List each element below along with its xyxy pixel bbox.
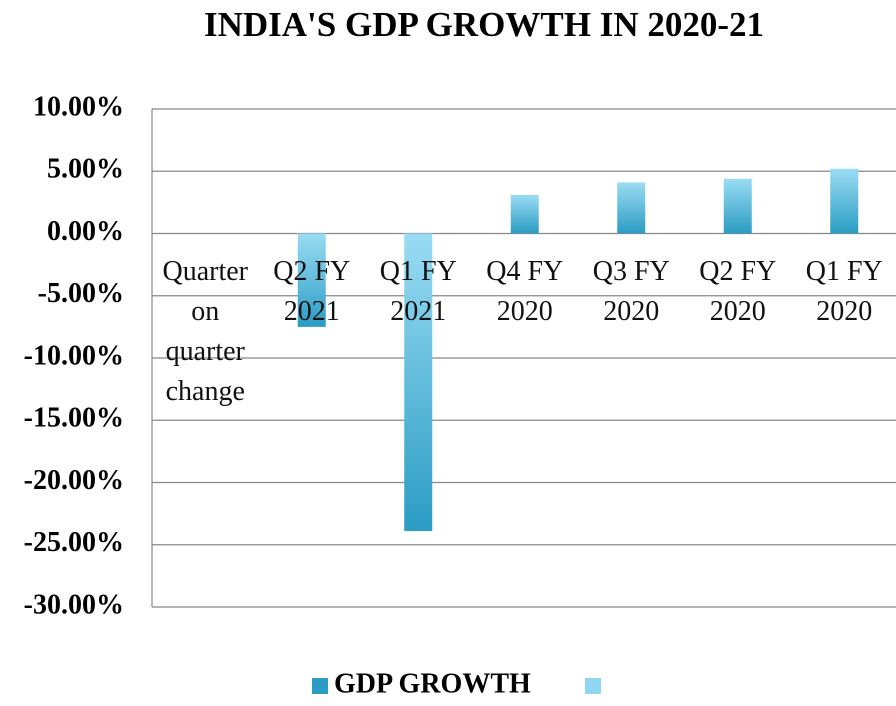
legend-label: GDP GROWTH bbox=[334, 668, 531, 699]
x-tick-label: Q1 FY 2020 bbox=[805, 256, 883, 327]
bar bbox=[297, 233, 326, 327]
y-tick-label: -30.00% bbox=[24, 589, 124, 620]
bar bbox=[510, 194, 539, 234]
y-tick-label: 5.00% bbox=[47, 154, 124, 185]
x-tick-label: Q2 FY 2020 bbox=[699, 256, 777, 327]
x-tick-label: Q2 FY 2021 bbox=[273, 256, 351, 327]
bar bbox=[617, 182, 646, 234]
x-tick-label: Quarter on quarter change bbox=[162, 256, 248, 407]
y-tick-label: 10.00% bbox=[33, 91, 124, 122]
x-tick-label: Q4 FY 2020 bbox=[486, 256, 564, 327]
y-tick-label: -25.00% bbox=[24, 527, 124, 558]
x-tick-label: Q1 FY 2021 bbox=[379, 256, 457, 327]
legend-swatch-extra bbox=[585, 678, 601, 694]
bar bbox=[404, 233, 433, 532]
y-tick-label: -20.00% bbox=[24, 465, 124, 496]
y-tick-label: -10.00% bbox=[24, 340, 124, 371]
bar bbox=[723, 178, 752, 234]
y-tick-label: -5.00% bbox=[38, 278, 124, 309]
x-tick-label: Q3 FY 2020 bbox=[592, 256, 670, 327]
y-tick-label: 0.00% bbox=[47, 216, 124, 247]
chart-title: INDIA'S GDP GROWTH IN 2020-21 bbox=[204, 5, 764, 44]
bar bbox=[830, 168, 859, 234]
y-tick-label: -15.00% bbox=[24, 403, 124, 434]
legend-swatch bbox=[312, 678, 328, 694]
